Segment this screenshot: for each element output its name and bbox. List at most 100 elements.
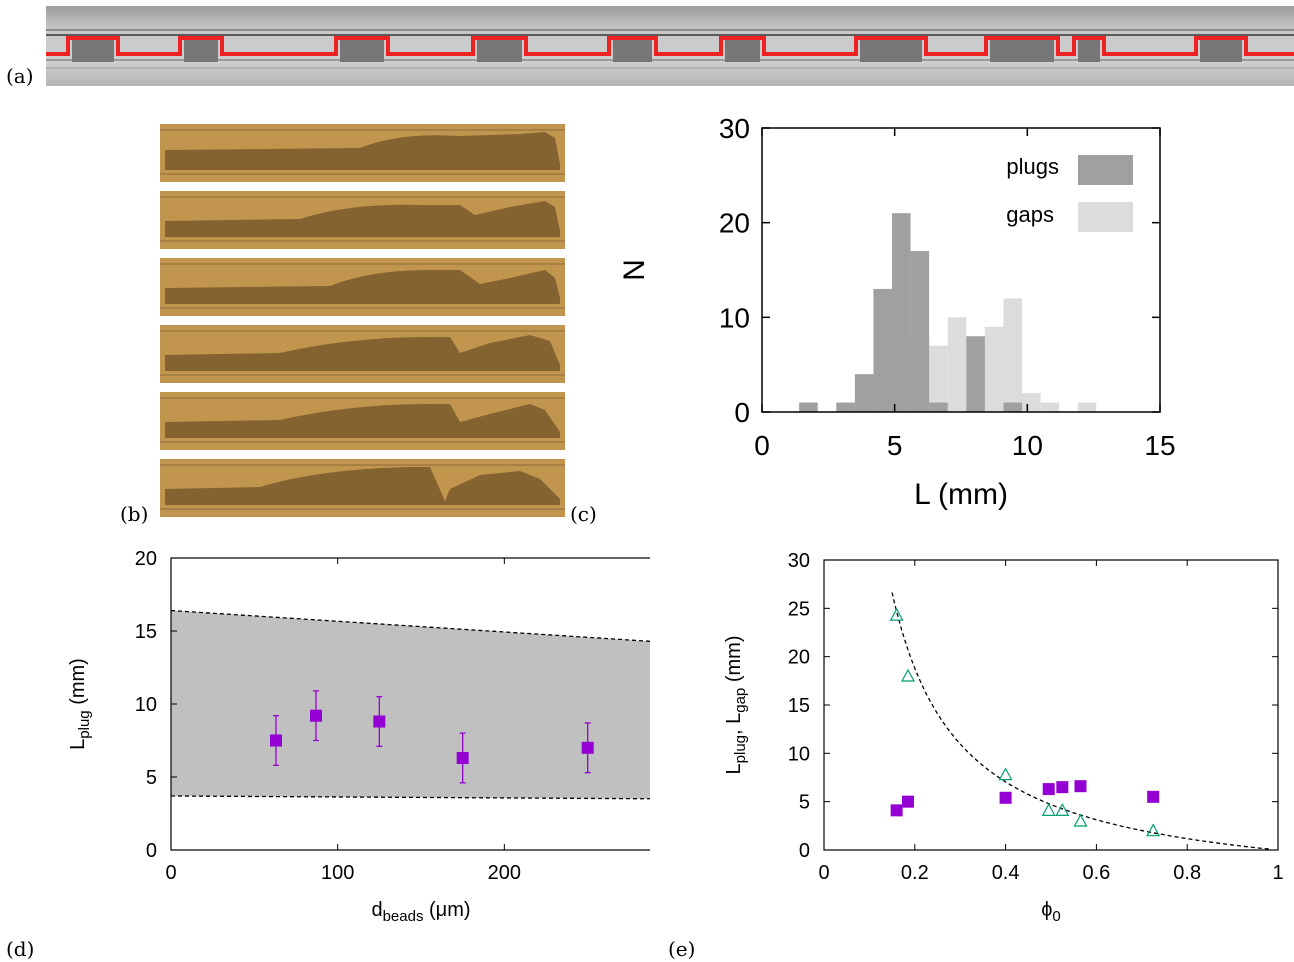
legend-label-gaps: gaps [1006,202,1054,227]
photo-frame [160,392,565,450]
x-tick-label: 5 [887,430,903,461]
panel-label-b: (b) [120,502,149,526]
x-tick-label: 0 [818,862,829,884]
y-tick-label: 5 [799,792,810,814]
y-tick-label: 25 [788,598,810,620]
bar-gaps [1077,402,1097,412]
tube-plug [340,40,384,62]
lower-bound-line [170,795,650,800]
gap-data-point [1073,813,1088,827]
legend-label-plugs: plugs [1006,154,1059,179]
bar-plugs [892,213,911,412]
plug-data-point [901,795,914,808]
x-tick-label: 0.2 [901,862,929,884]
bar-plugs [873,288,893,412]
tube-plug [1078,40,1100,62]
bar-gaps [929,345,948,412]
bar-plugs [1003,402,1023,412]
bar-gaps [1040,402,1060,412]
photo-frame [160,325,565,383]
y-tick-label: 10 [135,694,157,716]
x-tick-label: 200 [488,862,521,884]
x-tick-label: 15 [1144,430,1175,461]
gap-data-point [1055,803,1070,816]
photo-frame [160,124,565,182]
plug-data-point [999,791,1012,804]
prediction-band [171,610,650,799]
bar-gaps [1022,393,1041,412]
x-tick-label: 100 [321,862,354,884]
photo-frame [160,191,565,249]
legend-swatch-plugs [1078,155,1133,185]
x-tick-label: 0.4 [992,862,1020,884]
data-point [581,741,594,754]
y-tick-label: 20 [719,208,750,239]
x-axis-label: L (mm) [914,478,1008,511]
tube-plug [477,40,522,62]
panel-label-c: (c) [570,502,597,526]
bar-gaps [947,317,967,412]
tube-image [46,6,1294,86]
histogram-chart: 0 5 10 15 0 10 20 30 L (mm) N plugs gaps [618,113,1176,511]
bar-plugs [799,402,818,412]
y-tick-label: 0 [146,840,157,862]
bar-plugs [910,251,930,412]
tube-plug [725,40,760,62]
y-axis-label: Lplug, Lgap (mm) [723,636,749,775]
y-tick-label: 20 [788,647,810,669]
tube-plug [184,40,218,62]
tube-plug [990,40,1054,62]
y-tick-label: 15 [788,695,810,717]
panel-label-e: (e) [668,937,696,961]
x-tick-label: 0 [165,862,176,884]
plug-data-point [1074,780,1087,793]
plot-frame [761,127,1161,413]
bar-plugs [836,402,855,412]
y-tick-label: 20 [135,548,157,570]
tube-plug [1200,40,1242,62]
tube-plugs [72,40,1242,62]
plug-data-point [890,804,903,817]
gap-data-point [900,668,916,682]
y-tick-label: 30 [788,550,810,572]
photo-frame [160,459,565,517]
x-tick-label: 1 [1272,862,1283,884]
plug-length-vs-bead-size-chart: 010020030005101520 dbeads (μm) Lplug (mm… [67,548,650,925]
y-tick-label: 10 [788,743,810,765]
data-point [373,715,386,728]
bar-gaps [1003,298,1023,412]
gap-data-point [998,767,1013,781]
data-point [310,709,322,722]
bar-plugs [929,402,948,412]
plug-data-point [1147,790,1160,803]
x-tick-label: 0 [754,430,770,461]
x-axis-label: ϕ0 [1041,899,1061,925]
plug-data-point [1042,783,1055,796]
data-point [456,752,469,765]
tube-plug [72,40,114,62]
bar-plugs [854,374,874,412]
fit-curve [891,592,1269,850]
y-tick-label: 15 [135,621,157,643]
bar-gaps [984,326,1004,412]
tube-plug [613,40,652,62]
y-axis-label: N [618,259,651,281]
y-tick-label: 10 [719,302,750,333]
gap-data-point [1041,803,1056,816]
plug-data-point [1056,781,1069,794]
gap-data-point [889,607,904,621]
panel-label-d: (d) [6,937,35,961]
y-tick-label: 0 [799,840,810,862]
plug-photo-sequence [160,124,565,526]
y-axis-label: Lplug (mm) [67,658,93,750]
x-tick-label: 0.8 [1173,862,1201,884]
x-tick-label: 0.6 [1082,862,1110,884]
legend-swatch-gaps [1078,202,1133,232]
gap-data-point [1146,823,1161,837]
x-axis-label: dbeads (μm) [371,899,470,925]
y-tick-label: 0 [734,397,750,428]
tube-plug [860,40,922,62]
bar-plugs [966,336,985,412]
panel-label-a: (a) [6,64,34,88]
